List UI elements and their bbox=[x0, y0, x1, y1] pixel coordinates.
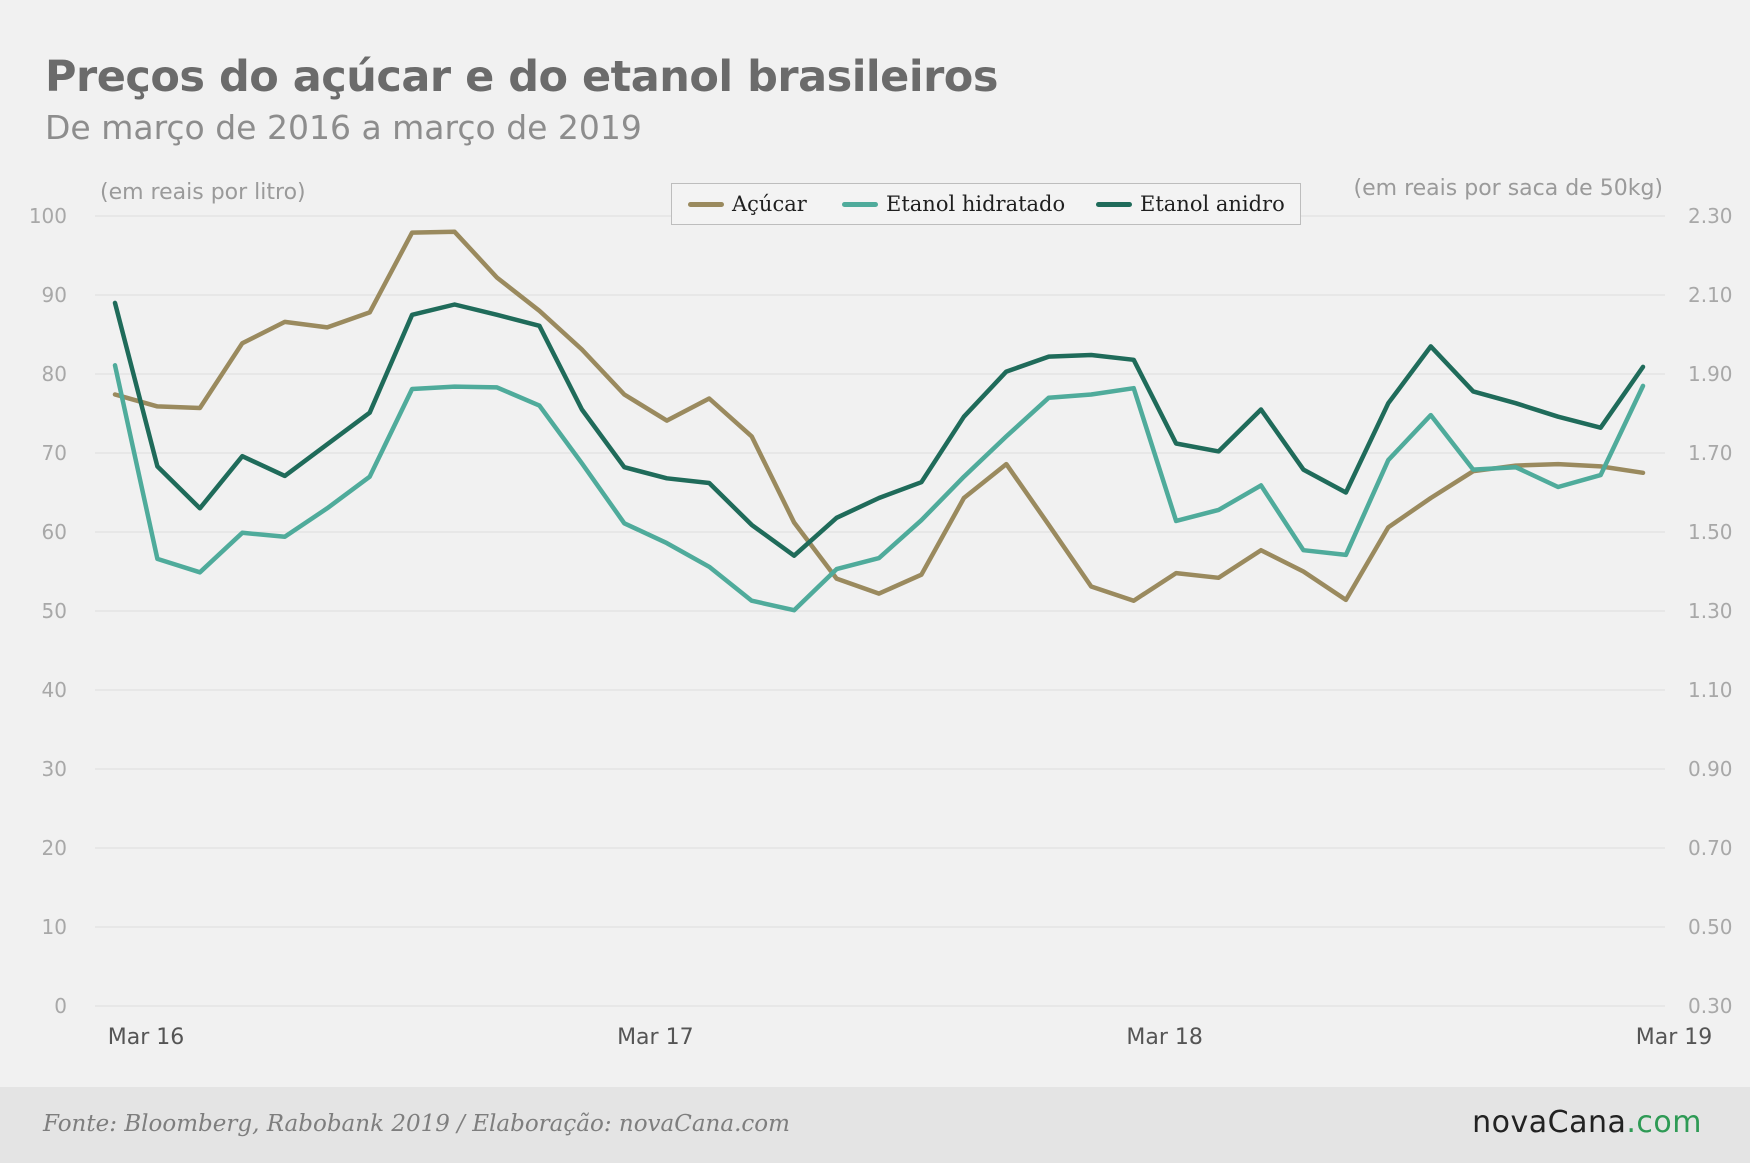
y-axis-label-right: (em reais por saca de 50kg) bbox=[1354, 176, 1663, 201]
y-tick-right: 0.30 bbox=[1688, 994, 1733, 1018]
y-tick-left: 20 bbox=[42, 836, 67, 860]
y-tick-right: 1.70 bbox=[1688, 441, 1733, 465]
series-line-etanol-anidro bbox=[112, 300, 1646, 558]
y-tick-left: 0 bbox=[54, 994, 67, 1018]
y-tick-left: 10 bbox=[42, 915, 67, 939]
y-tick-right: 2.30 bbox=[1688, 204, 1733, 228]
x-tick-label: Mar 17 bbox=[617, 1025, 694, 1050]
legend-swatch-etanol-hidratado bbox=[842, 201, 878, 207]
x-tick-label: Mar 16 bbox=[108, 1025, 185, 1050]
legend-label-etanol-hidratado: Etanol hidratado bbox=[886, 192, 1066, 216]
brand-logo: novaCana.com bbox=[1472, 1105, 1702, 1140]
series-line-etanol-hidratado bbox=[112, 363, 1646, 613]
legend-label-etanol-anidro: Etanol anidro bbox=[1140, 192, 1285, 216]
series-line-acucar bbox=[112, 229, 1646, 603]
legend-swatch-acucar bbox=[688, 201, 724, 207]
y-tick-left: 100 bbox=[29, 204, 67, 228]
y-tick-left: 60 bbox=[42, 520, 67, 544]
footer-bar: Fonte: Bloomberg, Rabobank 2019 / Elabor… bbox=[0, 1087, 1750, 1163]
legend-label-acucar: Açúcar bbox=[732, 192, 807, 216]
chart-legend: Açúcar Etanol hidratado Etanol anidro bbox=[671, 183, 1301, 225]
x-tick-label: Mar 18 bbox=[1126, 1025, 1203, 1050]
legend-item-acucar: Açúcar bbox=[688, 184, 807, 224]
y-tick-right: 0.70 bbox=[1688, 836, 1733, 860]
y-tick-left: 70 bbox=[42, 441, 67, 465]
legend-item-etanol-anidro: Etanol anidro bbox=[1096, 184, 1285, 224]
line-chart: 0 0.30 10 0.50 20 0.70 30 0.90 40 1.10 50 1.30 60 1.5… bbox=[29, 176, 1733, 1050]
brand-suffix: .com bbox=[1626, 1105, 1702, 1140]
brand-name: novaCana bbox=[1472, 1105, 1627, 1140]
chart-subtitle: De março de 2016 a março de 2019 bbox=[45, 108, 642, 147]
y-axis-label-left: (em reais por litro) bbox=[100, 180, 306, 205]
x-tick-label: Mar 19 bbox=[1636, 1025, 1713, 1050]
y-tick-right: 0.50 bbox=[1688, 915, 1733, 939]
source-note: Fonte: Bloomberg, Rabobank 2019 / Elabor… bbox=[43, 1111, 790, 1137]
y-tick-right: 2.10 bbox=[1688, 283, 1733, 307]
y-tick-right: 0.90 bbox=[1688, 757, 1733, 781]
y-tick-right: 1.10 bbox=[1688, 678, 1733, 702]
y-tick-left: 90 bbox=[42, 283, 67, 307]
y-tick-right: 1.30 bbox=[1688, 599, 1733, 623]
y-tick-right: 1.50 bbox=[1688, 520, 1733, 544]
y-tick-right: 1.90 bbox=[1688, 362, 1733, 386]
y-tick-left: 80 bbox=[42, 362, 67, 386]
chart-title: Preços do açúcar e do etanol brasileiros bbox=[45, 52, 998, 102]
legend-swatch-etanol-anidro bbox=[1096, 201, 1132, 207]
y-tick-left: 30 bbox=[42, 757, 67, 781]
legend-item-etanol-hidratado: Etanol hidratado bbox=[842, 184, 1065, 224]
y-tick-left: 50 bbox=[42, 599, 67, 623]
y-tick-left: 40 bbox=[42, 678, 67, 702]
